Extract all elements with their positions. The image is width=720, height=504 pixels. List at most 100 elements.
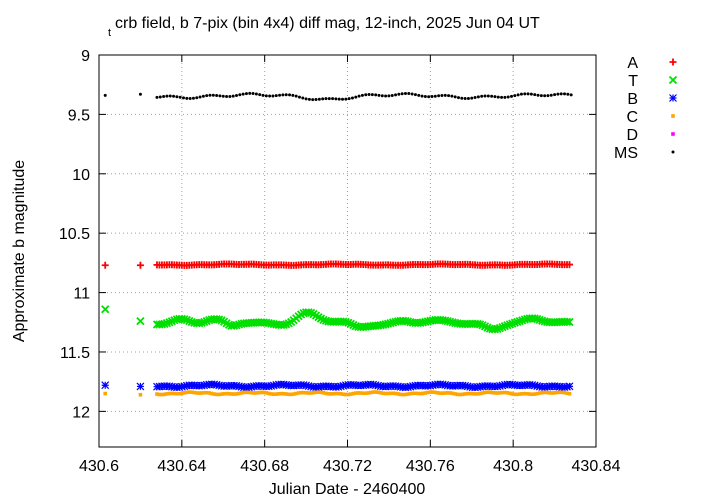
data-point-ms [258,93,262,97]
data-point-c [234,392,239,396]
legend-label-t: T [628,73,638,90]
data-point-c [550,391,554,395]
data-point-c [172,391,177,396]
data-point-t [533,314,542,324]
data-point-c [368,390,373,395]
data-point-ms [450,94,454,98]
legend-marker-ms [671,150,675,154]
data-point-ms [281,93,285,97]
data-point-c [160,392,164,397]
data-point-ms [301,96,305,100]
data-point-ms [536,93,540,97]
data-point-ms [195,96,199,100]
data-point-c [189,390,194,395]
data-point-c [356,391,361,395]
data-point-ms [447,94,451,98]
data-point-t [515,317,524,326]
legend-marker-b [669,94,677,102]
data-point-ms [486,94,490,98]
data-point-c [341,392,346,397]
data-point-ms [201,94,205,98]
data-point-c [527,392,532,396]
data-point-ms [483,94,487,98]
data-point-c [488,390,492,395]
series-c [103,390,572,397]
data-point-c [381,391,385,396]
data-point-c [326,391,331,396]
data-point-c [252,391,256,395]
data-point-c [532,392,537,396]
data-point-ms [549,93,553,97]
data-point-c [329,392,333,396]
data-point-c [513,392,517,397]
data-point-t [505,320,514,329]
data-point-a [136,261,144,269]
data-point-ms [251,92,255,96]
data-point-c [349,392,353,396]
data-point-c [383,391,388,396]
data-point-c [396,392,400,396]
data-point-c [361,391,366,395]
data-point-c [321,390,326,395]
data-point-c [314,390,318,395]
data-point-c [279,391,284,396]
data-point-ms [533,93,537,97]
data-point-c [423,391,428,395]
data-point-ms [284,93,288,97]
data-point-c [339,392,343,396]
data-point-c [525,392,530,396]
chart-title-subscript: t [108,27,111,39]
data-point-ms [294,94,298,98]
data-point-ms [205,94,209,98]
data-point-c [239,391,244,395]
data-point-c [363,391,368,396]
data-point-ms [394,93,398,97]
data-point-c [222,391,226,396]
data-point-ms [235,94,239,98]
data-point-ms [178,95,182,99]
data-point-ms [231,94,235,98]
x-tick-label: 430.68 [240,458,289,475]
data-point-ms [341,97,345,101]
data-point-ms [337,97,341,101]
data-point-ms [493,95,497,99]
x-tick-label: 430.76 [406,458,455,475]
data-point-c [311,390,316,395]
data-point-c [204,390,209,395]
data-point-b [565,382,574,391]
data-point-c [336,391,341,396]
data-point-c [249,390,254,395]
data-point-c [560,390,564,395]
data-point-ms [503,95,507,99]
y-tick-label: 11 [73,286,90,303]
data-point-c [562,390,567,395]
data-point-ms [510,94,514,98]
data-point-c [366,391,371,395]
data-point-c [304,391,308,395]
data-point-ms [172,94,176,98]
data-point-ms [440,93,444,97]
data-point-c [547,391,552,395]
data-point-ms [500,95,504,99]
data-point-c [475,392,480,396]
data-point-c [421,391,425,396]
data-point-c [351,391,356,396]
y-axis-label: Approximate b magnitude [11,160,28,342]
data-point-ms [374,93,378,97]
data-point-ms [453,95,457,99]
data-point-ms [350,96,354,100]
data-point-ms [529,92,533,96]
data-point-c [269,392,274,396]
data-point-c [271,392,276,396]
series-t [101,305,574,334]
data-point-ms [417,93,421,97]
data-point-ms [165,94,169,98]
data-point-c [448,391,453,395]
data-point-c [267,391,271,396]
data-point-ms [155,95,159,99]
data-point-c [185,390,189,395]
data-point-c [455,392,460,397]
data-point-t [513,317,522,327]
x-tick-label: 430.64 [157,458,206,475]
